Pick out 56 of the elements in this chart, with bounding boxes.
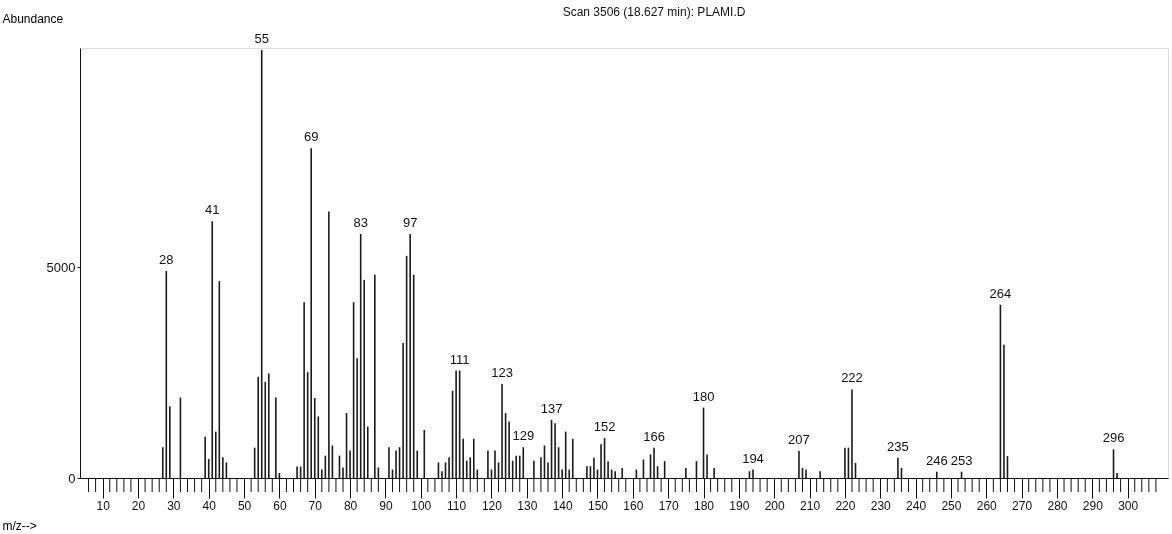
x-tick-label: 250 <box>941 498 962 513</box>
annotation: 137 <box>540 400 563 416</box>
y-tick-label: 0 <box>68 470 76 486</box>
x-tick-label: 290 <box>1082 498 1104 513</box>
annotation: 296 <box>1102 430 1125 446</box>
annotation: 123 <box>491 364 513 380</box>
y-axis-title: Abundance <box>2 11 64 26</box>
annotation: 55 <box>254 31 269 47</box>
x-tick-label: 270 <box>1012 498 1033 513</box>
annotation: 69 <box>303 129 319 145</box>
x-tick-label: 150 <box>587 498 609 513</box>
x-tick-label: 100 <box>411 498 432 513</box>
annotation: 166 <box>643 428 665 444</box>
x-tick-label: 20 <box>131 498 146 513</box>
x-axis-title: m/z--> <box>2 518 37 533</box>
x-tick-label: 130 <box>517 498 538 513</box>
annotation: 97 <box>402 214 418 230</box>
x-tick-label: 160 <box>623 498 644 513</box>
x-tick-label: 50 <box>237 498 252 513</box>
x-tick-label: 70 <box>308 498 323 513</box>
annotation: 222 <box>841 370 863 386</box>
y-tick-label: 5000 <box>46 259 76 275</box>
x-tick-label: 260 <box>976 498 998 513</box>
x-tick-label: 30 <box>167 498 181 513</box>
x-tick-label: 140 <box>552 498 573 513</box>
x-tick-label: 120 <box>481 498 503 513</box>
annotation: 194 <box>742 450 764 466</box>
annotation: 41 <box>205 202 220 218</box>
annotation: 264 <box>989 285 1012 301</box>
x-tick-label: 80 <box>343 498 358 513</box>
x-tick-label: 240 <box>906 498 927 513</box>
x-tick-label: 90 <box>379 498 393 513</box>
x-tick-label: 10 <box>96 498 111 513</box>
x-tick-label: 60 <box>273 498 287 513</box>
annotation: 246 <box>925 452 948 468</box>
chart-title: Scan 3506 (18.627 min): PLAMI.D <box>562 5 746 19</box>
annotation: 28 <box>159 252 174 268</box>
annotation: 235 <box>887 438 909 454</box>
x-tick-label: 200 <box>764 498 786 513</box>
annotation: 180 <box>692 388 715 404</box>
x-tick-label: 280 <box>1047 498 1068 513</box>
x-tick-label: 110 <box>447 498 467 513</box>
x-tick-label: 190 <box>729 498 750 513</box>
x-tick-label: 210 <box>800 498 821 513</box>
x-tick-label: 230 <box>870 498 892 513</box>
annotation: 111 <box>449 351 470 367</box>
annotation: 207 <box>788 432 810 448</box>
x-tick-label: 300 <box>1118 498 1139 513</box>
annotation: 253 <box>950 452 973 468</box>
annotation: 129 <box>512 428 535 444</box>
x-tick-label: 40 <box>202 498 217 513</box>
x-tick-label: 170 <box>658 498 680 513</box>
x-tick-label: 220 <box>835 498 856 513</box>
annotation: 152 <box>593 418 616 434</box>
annotation: 83 <box>353 214 368 230</box>
x-tick-label: 180 <box>694 498 715 513</box>
